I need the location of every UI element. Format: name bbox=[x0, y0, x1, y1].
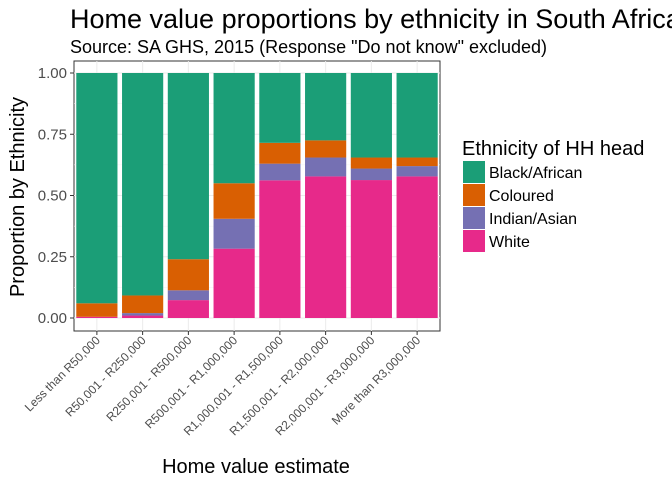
bar-segment bbox=[259, 73, 301, 143]
y-tick-label: 0.25 bbox=[38, 249, 67, 266]
bar-segment bbox=[396, 166, 438, 177]
legend-label: Indian/Asian bbox=[489, 211, 577, 228]
bar-segment bbox=[396, 157, 438, 167]
legend-label: Black/African bbox=[489, 165, 582, 182]
legend-key bbox=[463, 207, 485, 229]
bar-segment bbox=[396, 176, 438, 318]
x-tick-label: R500,001 - R1,000,000 bbox=[142, 333, 240, 431]
y-tick-label: 0.50 bbox=[38, 188, 67, 205]
bar-segment bbox=[350, 73, 392, 158]
legend-key bbox=[463, 230, 485, 252]
bar-segment bbox=[167, 290, 209, 301]
bar-segment bbox=[76, 316, 118, 318]
bar-segment bbox=[122, 295, 164, 314]
y-axis-title: Proportion by Ethnicity bbox=[7, 97, 29, 297]
x-tick-label: R50,001 - R250,000 bbox=[62, 333, 149, 420]
bar-segment bbox=[76, 73, 118, 304]
bar-segment bbox=[259, 163, 301, 181]
bar-segment bbox=[167, 259, 209, 291]
x-tick-label: More than R3,000,000 bbox=[329, 333, 424, 428]
chart-subtitle: Source: SA GHS, 2015 (Response "Do not k… bbox=[70, 37, 547, 57]
x-tick-label: R250,001 - R500,000 bbox=[103, 333, 194, 424]
bar-segment bbox=[350, 168, 392, 181]
legend-key bbox=[463, 184, 485, 206]
x-tick-label: Less than R50,000 bbox=[22, 333, 103, 414]
y-tick-label: 1.00 bbox=[38, 65, 67, 82]
bar-segment bbox=[122, 313, 164, 316]
bar-segment bbox=[350, 180, 392, 318]
bar-segment bbox=[122, 315, 164, 318]
bar-segment bbox=[213, 183, 255, 219]
bar-segment bbox=[213, 73, 255, 184]
bar-segment bbox=[122, 73, 164, 296]
bar-segment bbox=[213, 218, 255, 249]
bar-segment bbox=[213, 248, 255, 318]
bar-segment bbox=[259, 142, 301, 164]
legend-label: White bbox=[489, 234, 530, 251]
y-tick-label: 0.75 bbox=[38, 126, 67, 143]
bar-segment bbox=[350, 157, 392, 169]
legend-label: Coloured bbox=[489, 188, 554, 205]
bar-segment bbox=[305, 73, 347, 141]
bar-segment bbox=[259, 180, 301, 318]
legend-key bbox=[463, 161, 485, 183]
y-tick-label: 0.00 bbox=[38, 310, 67, 327]
bar-segment bbox=[305, 157, 347, 177]
legend-title: Ethnicity of HH head bbox=[462, 138, 644, 160]
bar-segment bbox=[305, 140, 347, 158]
bar-segment bbox=[76, 303, 118, 317]
bar-segment bbox=[167, 73, 209, 260]
chart-title: Home value proportions by ethnicity in S… bbox=[70, 4, 672, 34]
bar-segment bbox=[167, 300, 209, 318]
x-axis-title: Home value estimate bbox=[162, 456, 350, 478]
bar-segment bbox=[305, 176, 347, 318]
legend: Ethnicity of HH head Black/African Colour… bbox=[462, 138, 644, 252]
bar-segment bbox=[396, 73, 438, 158]
